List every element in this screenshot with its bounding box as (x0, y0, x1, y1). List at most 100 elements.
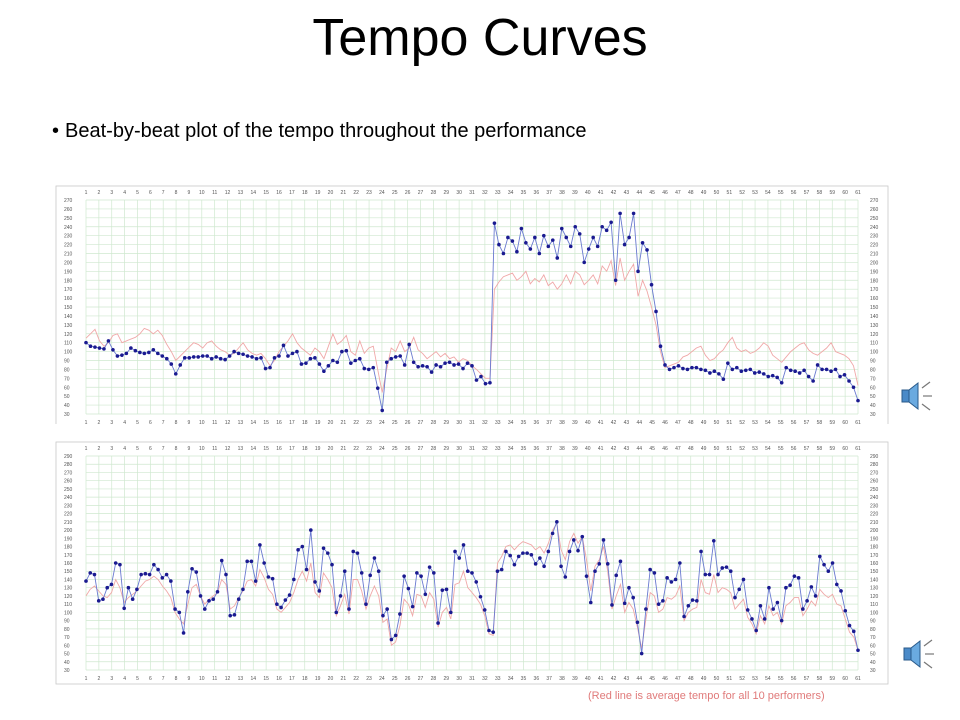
data-point-performer (856, 398, 860, 403)
y-tick-label-right: 50 (870, 394, 876, 400)
data-point-performer (456, 362, 461, 366)
data-point-performer (801, 607, 805, 611)
x-tick-label-top: 37 (546, 190, 552, 196)
data-point-performer (241, 352, 245, 357)
x-tick-label-top: 7 (162, 190, 165, 196)
data-point-performer (434, 363, 438, 367)
x-tick-label-top: 1 (85, 446, 88, 452)
x-tick-label-top: 44 (636, 446, 642, 452)
y-tick-label-left: 100 (64, 350, 73, 356)
speaker-icon[interactable] (898, 378, 934, 414)
x-tick-label-bottom: 25 (392, 420, 398, 424)
y-tick-label-left: 230 (64, 234, 73, 240)
x-tick-label-top: 13 (238, 446, 244, 452)
data-point-performer (447, 360, 452, 365)
data-point-performer (353, 358, 358, 363)
data-point-performer (130, 597, 135, 602)
data-point-performer (105, 585, 110, 590)
data-point-performer (335, 360, 340, 365)
x-tick-label-bottom: 24 (379, 676, 385, 682)
data-point-performer (156, 567, 160, 572)
x-tick-label-bottom: 39 (572, 420, 578, 424)
data-point-performer (767, 585, 771, 590)
x-tick-label-top: 23 (366, 190, 372, 196)
x-tick-label-top: 60 (842, 190, 848, 196)
data-point-performer (338, 594, 343, 598)
y-tick-label-right: 90 (870, 619, 876, 625)
data-point-performer (182, 356, 187, 360)
x-tick-label-bottom: 44 (636, 420, 642, 424)
data-point-performer (724, 565, 729, 569)
x-tick-label-bottom: 40 (585, 676, 591, 682)
x-tick-label-bottom: 11 (212, 420, 217, 424)
data-point-performer (200, 354, 205, 358)
data-point-performer (164, 356, 169, 361)
data-point-performer (427, 565, 432, 569)
data-point-performer (253, 579, 258, 583)
x-tick-label-bottom: 3 (110, 420, 113, 424)
data-point-performer (595, 244, 600, 249)
x-tick-label-top: 28 (431, 446, 437, 452)
x-tick-label-top: 61 (855, 190, 861, 196)
data-point-performer (618, 211, 622, 216)
x-tick-label-bottom: 26 (405, 676, 411, 682)
y-tick-label-right: 120 (870, 594, 879, 600)
data-point-performer (699, 367, 703, 372)
data-point-performer (304, 567, 309, 572)
data-point-performer (133, 348, 138, 353)
data-point-performer (236, 597, 241, 602)
y-tick-label-right: 260 (870, 207, 879, 213)
data-point-performer (207, 599, 211, 603)
x-tick-label-top: 20 (328, 190, 334, 196)
x-tick-label-top: 14 (250, 190, 256, 196)
data-point-performer (366, 367, 371, 372)
x-tick-label-top: 5 (136, 446, 139, 452)
data-point-performer (474, 378, 479, 382)
data-point-performer (681, 366, 685, 371)
y-tick-label-right: 240 (870, 225, 879, 231)
x-tick-label-top: 35 (521, 190, 527, 196)
data-point-performer (191, 355, 196, 359)
data-point-performer (398, 612, 402, 616)
y-tick-label-left: 230 (64, 503, 73, 509)
x-tick-label-bottom: 57 (804, 420, 810, 424)
x-tick-label-top: 57 (804, 446, 810, 452)
data-point-performer (695, 599, 699, 603)
y-tick-label-left: 190 (64, 269, 73, 275)
data-point-performer (631, 595, 635, 600)
data-point-performer (118, 562, 122, 567)
data-point-performer (512, 562, 517, 567)
x-tick-label-bottom: 32 (482, 676, 488, 682)
y-tick-label-left: 160 (64, 561, 73, 567)
x-tick-label-top: 31 (469, 190, 475, 196)
x-tick-label-top: 45 (649, 190, 655, 196)
x-tick-label-top: 25 (392, 446, 398, 452)
x-tick-label-bottom: 31 (469, 420, 475, 424)
x-tick-label-top: 33 (495, 190, 501, 196)
y-tick-label-left: 210 (64, 520, 73, 526)
x-tick-label-top: 18 (302, 446, 308, 452)
data-point-performer (584, 574, 589, 578)
data-point-performer (84, 579, 88, 583)
y-tick-label-left: 260 (64, 207, 73, 213)
y-tick-label-left: 120 (64, 332, 73, 338)
data-point-performer (601, 538, 606, 542)
y-tick-label-left: 130 (64, 323, 73, 329)
y-tick-label-right: 150 (870, 305, 879, 311)
y-tick-label-left: 260 (64, 479, 73, 485)
x-tick-label-bottom: 17 (289, 676, 295, 682)
x-tick-label-bottom: 8 (175, 676, 178, 682)
data-point-performer (559, 564, 563, 569)
data-point-performer (644, 607, 648, 611)
data-point-performer (775, 375, 780, 380)
data-point-performer (792, 574, 797, 578)
data-point-performer (470, 571, 474, 575)
speaker-icon[interactable] (900, 636, 936, 672)
data-point-performer (304, 361, 308, 365)
data-point-performer (483, 381, 488, 386)
data-point-performer (347, 607, 351, 611)
data-point-performer (645, 248, 649, 252)
x-tick-label-bottom: 15 (263, 676, 269, 682)
y-tick-label-left: 50 (64, 652, 70, 658)
y-tick-label-left: 180 (64, 545, 73, 551)
